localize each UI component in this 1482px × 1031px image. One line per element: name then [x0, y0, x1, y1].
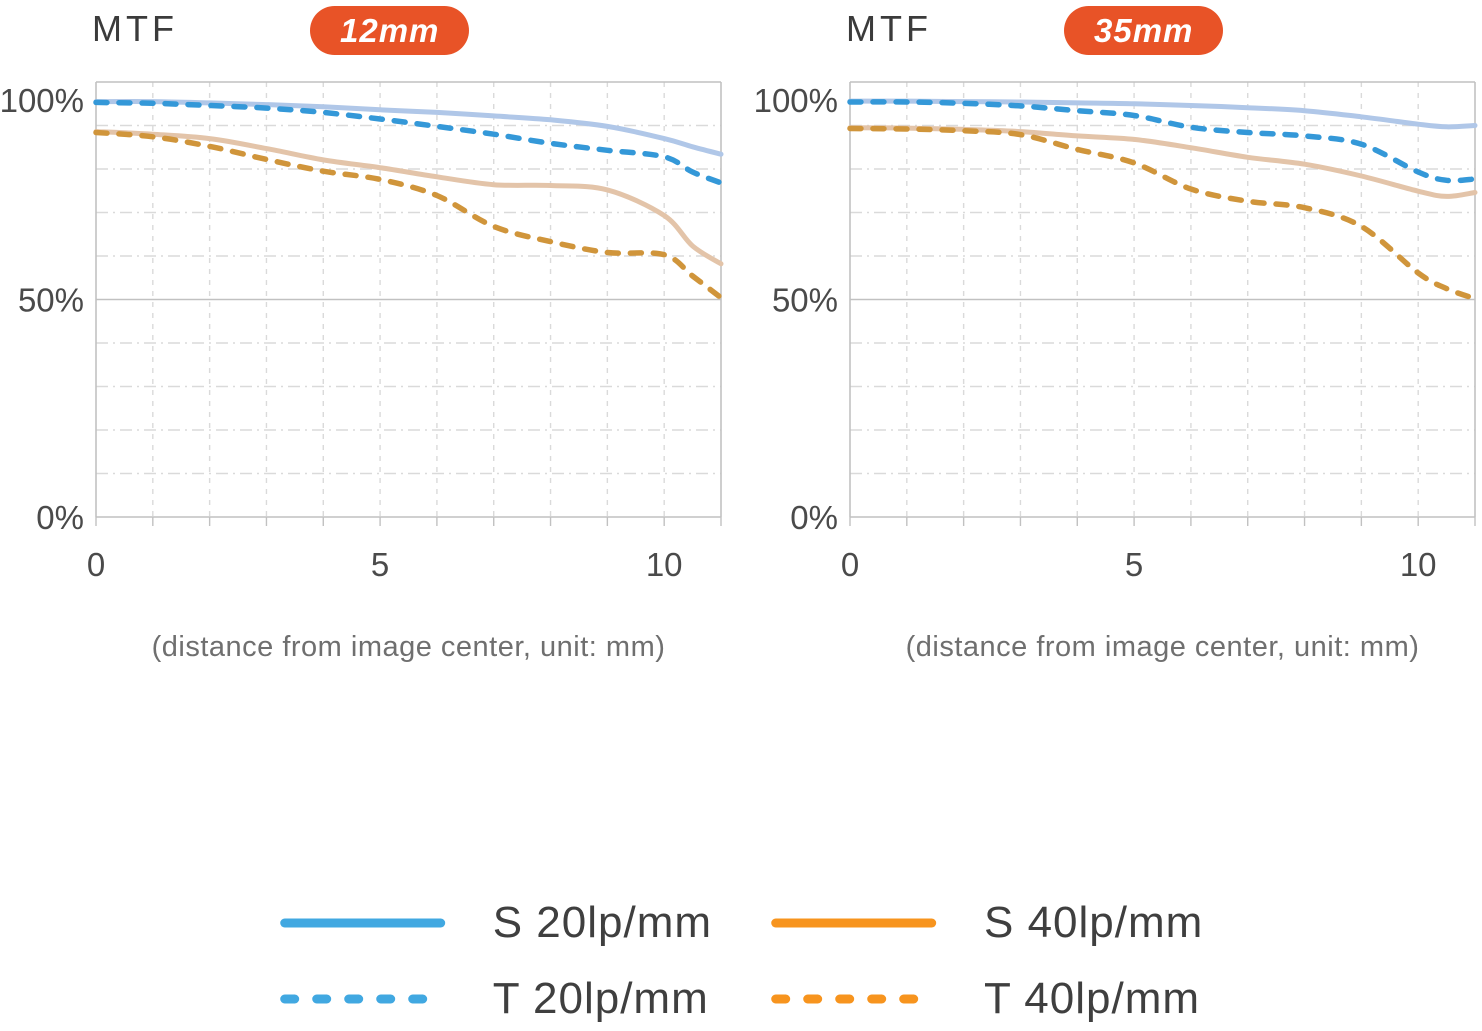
axis-caption: (distance from image center, unit: mm)	[905, 631, 1420, 663]
solid-line-swatch	[771, 918, 937, 928]
chart-block-12mm: MTF 12mm 0% 50% 100% 0 5 10 (distance from im…	[0, 0, 728, 700]
legend-label: S 20lp/mm	[492, 898, 712, 947]
legend-label: S 40lp/mm	[984, 898, 1204, 947]
solid-line-swatch	[280, 918, 446, 928]
legend-label: T 40lp/mm	[984, 974, 1201, 1023]
legend-label: T 20lp/mm	[492, 974, 709, 1023]
chart-header: MTF 35mm	[754, 0, 1482, 62]
axis-caption: (distance from image center, unit: mm)	[151, 631, 666, 663]
y-tick-label: 0%	[790, 499, 838, 536]
y-tick-label: 0%	[36, 499, 84, 536]
legend-item-t40: T 40lp/mm	[770, 972, 1203, 1026]
series-t-40lp-mm	[847, 125, 1478, 302]
series-s-40lp-mm	[847, 125, 1478, 199]
y-tick-label: 100%	[0, 82, 84, 119]
x-tick-label: 0	[87, 546, 105, 583]
x-tick-label: 5	[371, 546, 389, 583]
chart-block-35mm: MTF 35mm 0% 50% 100% 0 5 10 (distance from im…	[754, 0, 1482, 700]
series-t-40lp-mm	[93, 129, 724, 301]
y-tick-label: 100%	[754, 82, 838, 119]
x-tick-label: 10	[1400, 546, 1437, 583]
series-s-20lp-mm	[93, 99, 724, 157]
legend-item-t20: T 20lp/mm	[279, 972, 712, 1026]
y-tick-label: 50%	[18, 282, 84, 319]
legend-item-s40: S 40lp/mm	[770, 896, 1203, 950]
legend-item-s20: S 20lp/mm	[279, 896, 712, 950]
chart-title: MTF	[92, 8, 178, 49]
series-t-20lp-mm	[93, 99, 724, 186]
legend: S 20lp/mm S 40lp/mm T 20lp/mm T 40lp/mm	[279, 896, 1204, 1026]
series-s-40lp-mm	[93, 129, 724, 267]
x-tick-label: 5	[1125, 546, 1143, 583]
focal-length-badge: 35mm	[1064, 6, 1224, 55]
dashed-line-swatch	[771, 994, 937, 1004]
x-tick-label: 0	[841, 546, 859, 583]
focal-length-badge: 12mm	[310, 6, 470, 55]
dashed-line-swatch	[280, 994, 446, 1004]
chart-header: MTF 12mm	[0, 0, 728, 62]
x-tick-label: 10	[646, 546, 683, 583]
y-tick-label: 50%	[772, 282, 838, 319]
chart-title: MTF	[846, 8, 932, 49]
mtf-chart-12mm: 0% 50% 100% 0 5 10	[0, 81, 724, 583]
mtf-chart-35mm: 0% 50% 100% 0 5 10	[754, 81, 1478, 583]
series-t-20lp-mm	[847, 99, 1478, 184]
